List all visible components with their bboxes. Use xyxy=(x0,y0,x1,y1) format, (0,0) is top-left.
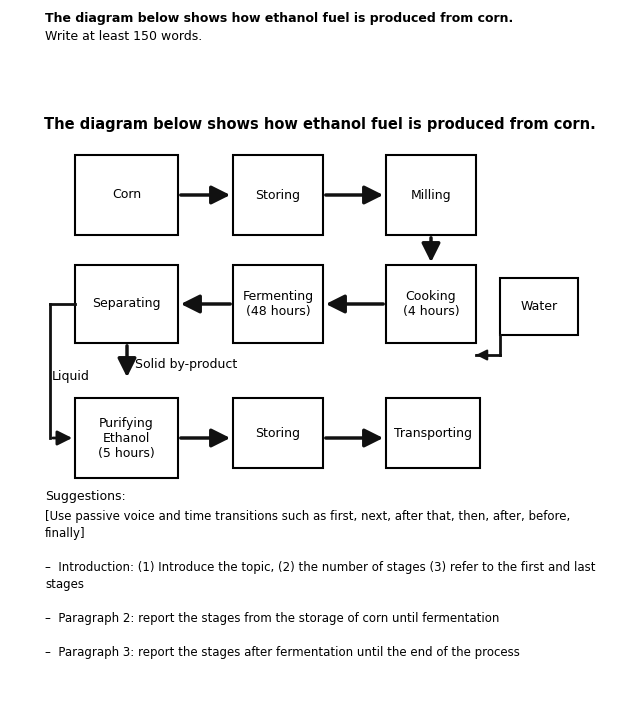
Text: Transporting: Transporting xyxy=(394,426,472,440)
Text: –  Paragraph 3: report the stages after fermentation until the end of the proces: – Paragraph 3: report the stages after f… xyxy=(45,646,520,659)
Bar xyxy=(233,398,323,468)
Bar xyxy=(75,398,178,478)
Text: [Use passive voice and time transitions such as first, next, after that, then, a: [Use passive voice and time transitions … xyxy=(45,510,570,523)
Text: Storing: Storing xyxy=(255,426,301,440)
Text: Liquid: Liquid xyxy=(52,370,90,383)
Bar xyxy=(75,265,178,343)
Bar xyxy=(386,155,476,235)
Text: finally]: finally] xyxy=(45,527,86,540)
Bar xyxy=(500,278,578,335)
Text: Cooking
(4 hours): Cooking (4 hours) xyxy=(403,290,460,318)
Text: Purifying
Ethanol
(5 hours): Purifying Ethanol (5 hours) xyxy=(98,417,155,460)
Text: The diagram below shows how ethanol fuel is produced from corn.: The diagram below shows how ethanol fuel… xyxy=(45,12,513,25)
Bar xyxy=(75,155,178,235)
Text: Suggestions:: Suggestions: xyxy=(45,490,125,503)
Bar xyxy=(386,265,476,343)
Text: The diagram below shows how ethanol fuel is produced from corn.: The diagram below shows how ethanol fuel… xyxy=(44,117,596,133)
Bar xyxy=(386,398,480,468)
Text: Solid by-product: Solid by-product xyxy=(135,358,237,371)
Text: Corn: Corn xyxy=(112,189,141,201)
Text: Fermenting
(48 hours): Fermenting (48 hours) xyxy=(243,290,314,318)
Text: Water: Water xyxy=(520,300,557,313)
Text: Separating: Separating xyxy=(92,297,161,311)
Text: –  Paragraph 2: report the stages from the storage of corn until fermentation: – Paragraph 2: report the stages from th… xyxy=(45,612,499,625)
Text: –  Introduction: (1) Introduce the topic, (2) the number of stages (3) refer to : – Introduction: (1) Introduce the topic,… xyxy=(45,561,595,574)
Text: Storing: Storing xyxy=(255,189,301,201)
Text: Milling: Milling xyxy=(411,189,451,201)
Bar xyxy=(233,155,323,235)
Bar xyxy=(233,265,323,343)
Text: stages: stages xyxy=(45,578,84,591)
Text: Write at least 150 words.: Write at least 150 words. xyxy=(45,30,202,43)
